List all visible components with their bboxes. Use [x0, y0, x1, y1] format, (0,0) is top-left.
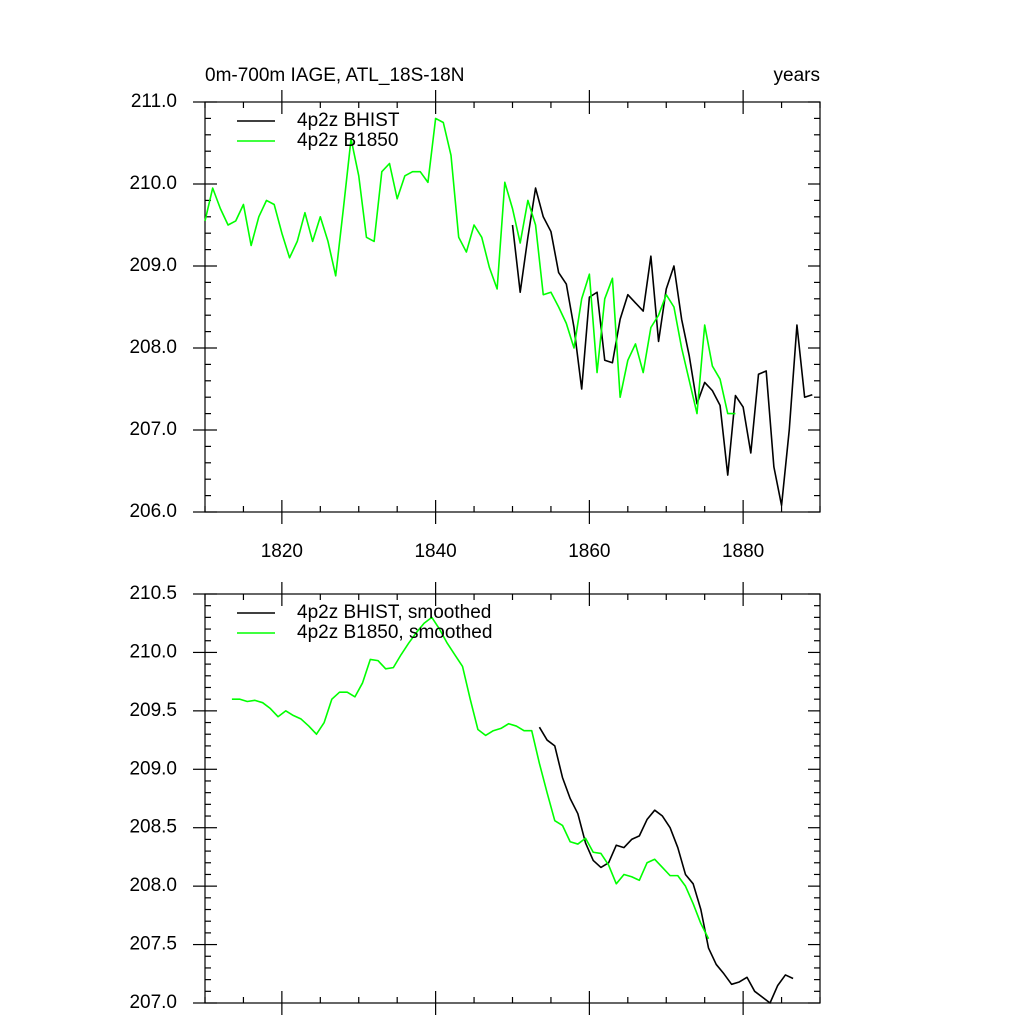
y-tick-label: 206.0	[129, 501, 177, 522]
legend-label: 4p2z BHIST, smoothed	[297, 602, 491, 623]
y-tick-label: 209.0	[129, 758, 177, 779]
y-tick-label: 207.0	[129, 992, 177, 1013]
legend-label: 4p2z BHIST	[297, 110, 400, 131]
y-tick-label: 209.0	[129, 255, 177, 276]
legend-label: 4p2z B1850, smoothed	[297, 622, 492, 643]
axis-unit-label: years	[774, 65, 820, 86]
x-tick-label: 1820	[261, 541, 303, 562]
x-tick-label: 1860	[568, 541, 610, 562]
y-tick-label: 210.0	[129, 641, 177, 662]
y-tick-label: 207.0	[129, 419, 177, 440]
y-tick-label: 211.0	[131, 91, 177, 112]
y-tick-label: 210.5	[129, 583, 177, 604]
y-tick-label: 208.0	[129, 337, 177, 358]
legend-label: 4p2z B1850	[297, 130, 398, 151]
data-line	[231, 616, 710, 940]
y-tick-label: 208.0	[129, 875, 177, 896]
y-tick-label: 207.5	[129, 934, 177, 955]
x-tick-label: 1840	[414, 541, 456, 562]
chart-title: 0m-700m IAGE, ATL_18S-18N	[205, 65, 464, 86]
y-tick-label: 208.5	[129, 817, 177, 838]
data-line	[204, 117, 736, 415]
y-tick-label: 210.0	[129, 173, 177, 194]
data-line	[511, 187, 813, 507]
x-tick-label: 1880	[722, 541, 764, 562]
data-line	[538, 726, 794, 1004]
y-tick-label: 209.5	[129, 700, 177, 721]
